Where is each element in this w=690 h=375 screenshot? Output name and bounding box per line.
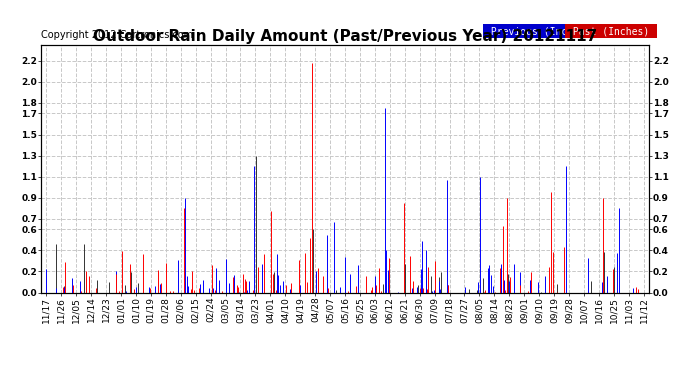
Text: Copyright 2012 Cartronics.com: Copyright 2012 Cartronics.com (41, 30, 193, 40)
Text: Past (Inches): Past (Inches) (566, 26, 655, 36)
Text: Previous (Inches): Previous (Inches) (484, 26, 596, 36)
Title: Outdoor Rain Daily Amount (Past/Previous Year) 20121117: Outdoor Rain Daily Amount (Past/Previous… (93, 29, 597, 44)
